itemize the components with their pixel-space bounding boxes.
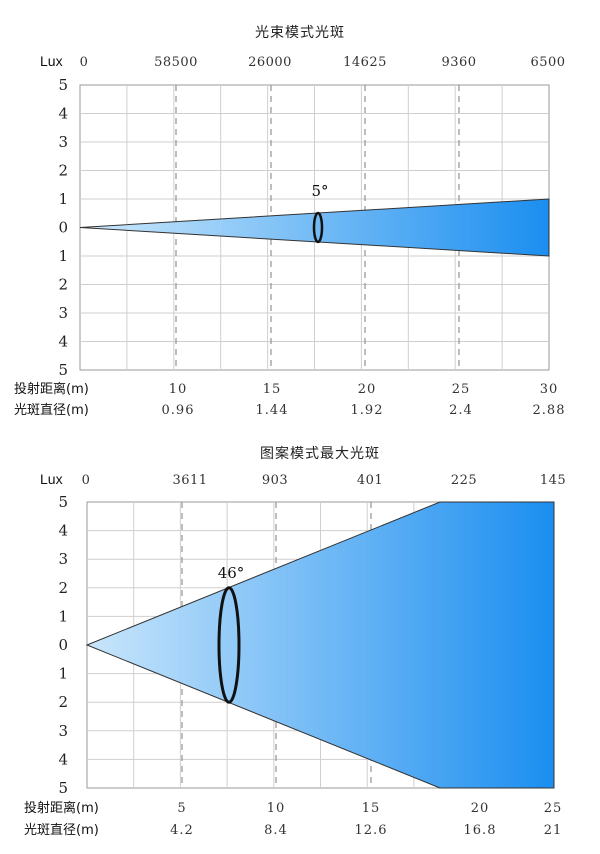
chart-2-lux-0: 0 [82,473,91,488]
chart-2-diameter-0: 4.2 [170,823,194,838]
chart-2-lux-2: 903 [262,473,288,488]
chart-2-diameter-2: 12.6 [355,823,388,838]
chart-2-diameter-4: 21 [544,823,563,838]
chart-1-diameter-label: 光斑直径(m) [14,403,89,418]
y-tick-label: 1 [58,607,68,625]
chart-1-distance-3: 25 [452,382,471,397]
chart-1-lux-2: 26000 [248,55,292,70]
y-tick-label: 4 [58,333,68,351]
chart-1: 光束模式光斑 Lux 0 58500 26000 14625 9360 6500… [14,25,566,418]
y-tick-label: 0 [58,636,68,654]
chart-1-spot-ellipse [312,211,324,244]
chart-1-diameter-0: 0.96 [162,403,195,418]
chart-2: 图案模式最大光斑 Lux 0 3611 903 401 225 145 46° … [24,445,566,838]
chart-2-distance-4: 25 [544,801,563,816]
y-tick-label: 0 [58,219,68,237]
y-tick-label: 2 [58,162,68,180]
y-tick-label: 1 [58,247,68,265]
chart-2-distance-3: 20 [471,801,490,816]
chart-2-distance-1: 10 [267,801,286,816]
chart-2-lux-key: Lux [40,471,63,487]
chart-1-lux-4: 9360 [441,55,476,70]
chart-2-beam [85,501,555,789]
chart-1-diameter-2: 1.92 [351,403,384,418]
y-tick-label: 3 [58,133,68,151]
chart-2-lux-3: 401 [357,473,383,488]
chart-2-lux-1: 3611 [172,473,207,488]
y-tick-label: 5 [58,493,68,511]
chart-2-diameter-label: 光斑直径(m) [24,823,99,838]
chart-1-distance-2: 20 [358,382,377,397]
chart-2-distance-label: 投射距离(m) [24,800,99,816]
chart-1-lux-0: 0 [80,55,89,70]
chart-2-angle-label: 46° [218,564,245,582]
y-tick-label: 2 [58,276,68,294]
chart-2-lux-4: 225 [451,473,477,488]
chart-1-diameter-4: 2.88 [533,403,566,418]
y-tick-label: 2 [58,693,68,711]
chart-1-angle-label: 5° [311,182,328,200]
y-tick-label: 4 [58,750,68,768]
y-tick-label: 3 [58,550,68,568]
chart-2-y-ticks: 5 4 3 2 1 0 1 2 3 4 5 [58,493,68,797]
chart-1-distance-4: 30 [540,382,559,397]
chart-1-y-ticks: 5 4 3 2 1 0 1 2 3 4 5 [58,76,68,379]
y-tick-label: 2 [58,579,68,597]
y-tick-label: 4 [58,105,68,123]
y-tick-label: 3 [58,722,68,740]
chart-1-distance-label: 投射距离(m) [14,381,89,397]
chart-1-lux-5: 6500 [530,55,565,70]
y-tick-label: 5 [58,779,68,797]
chart-2-diameter-3: 16.8 [464,823,497,838]
chart-2-diameter-1: 8.4 [264,823,288,838]
y-tick-label: 1 [58,190,68,208]
chart-2-lux-5: 145 [540,473,566,488]
y-tick-label: 5 [58,361,68,379]
chart-2-distance-0: 5 [177,801,186,816]
chart-1-lux-1: 58500 [154,55,198,70]
chart-1-lux-key: Lux [40,53,63,69]
y-tick-label: 4 [58,522,68,540]
chart-1-title: 光束模式光斑 [255,25,345,41]
y-tick-label: 3 [58,304,68,322]
chart-1-diameter-3: 2.4 [449,403,473,418]
chart-1-lux-3: 14625 [343,55,387,70]
y-tick-label: 1 [58,665,68,683]
chart-1-diameter-1: 1.44 [256,403,289,418]
chart-2-distance-2: 15 [362,801,381,816]
chart-2-spot-ellipse [217,586,241,704]
chart-1-distance-1: 15 [263,382,282,397]
y-tick-label: 5 [58,76,68,94]
chart-2-title: 图案模式最大光斑 [260,445,380,462]
chart-1-distance-0: 10 [169,382,188,397]
